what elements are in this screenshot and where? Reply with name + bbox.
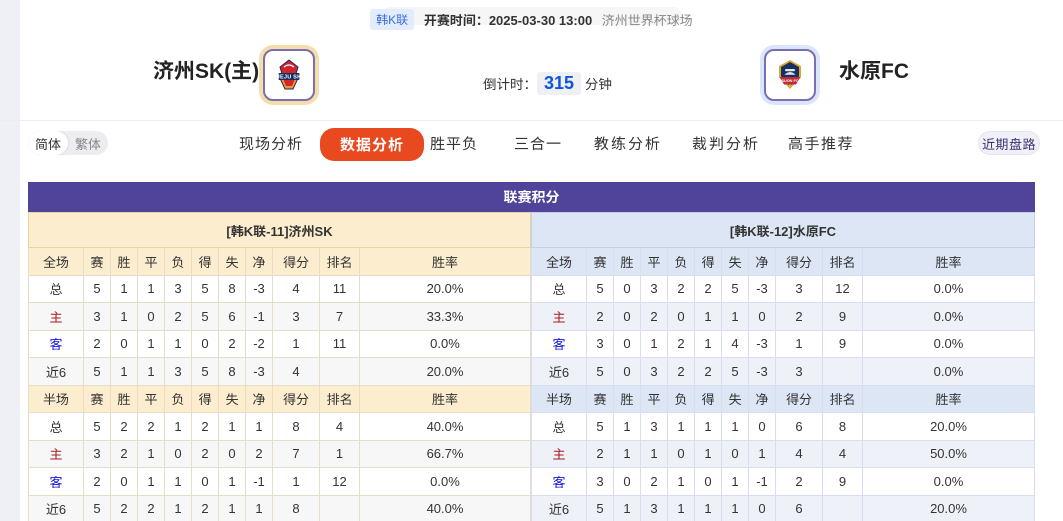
svg-text:SUON FC: SUON FC: [781, 79, 798, 83]
svg-text:JEJU SK: JEJU SK: [277, 74, 302, 80]
